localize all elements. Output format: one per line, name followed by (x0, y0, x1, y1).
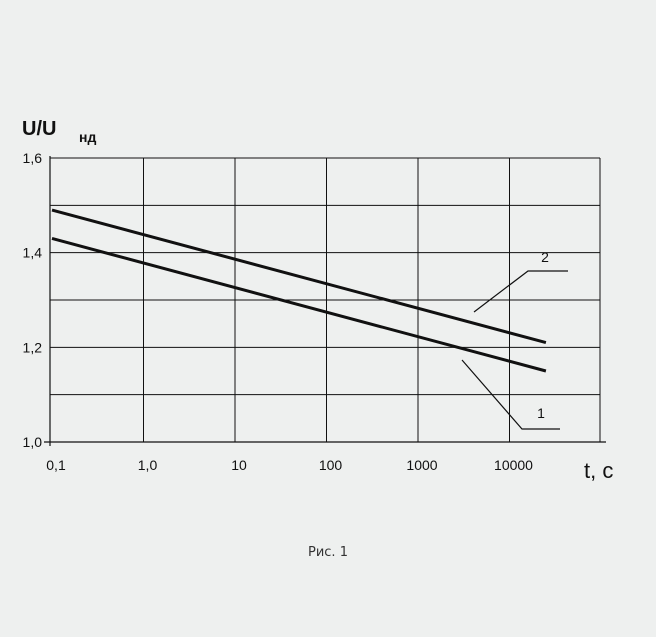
x-tick-label: 10000 (494, 457, 533, 473)
series-callouts: 12 (461, 249, 568, 430)
x-tick-label: 1000 (406, 457, 437, 473)
callout-leader-2 (473, 270, 568, 313)
y-axis-label-subscript: нд (79, 129, 96, 145)
callout-label-1: 1 (537, 405, 545, 421)
y-tick-label: 1,2 (23, 339, 43, 355)
x-tick-label: 1,0 (138, 457, 158, 473)
series-line-2 (51, 208, 547, 345)
x-tick-labels: 0,1 1,0 10 100 1000 10000 (46, 457, 533, 473)
axes (44, 156, 606, 446)
x-tick-label: 100 (319, 457, 343, 473)
x-tick-label: 0,1 (46, 457, 66, 473)
series-lines (51, 208, 547, 373)
x-axis-label: t, с (584, 458, 613, 483)
y-tick-labels: 1,0 1,2 1,4 1,6 (23, 150, 43, 450)
x-tick-label: 10 (231, 457, 247, 473)
y-tick-label: 1,0 (23, 434, 43, 450)
y-axis-label: U/U (22, 118, 56, 140)
callout-leader-1 (461, 359, 560, 430)
series-line-1 (51, 237, 547, 373)
callout-label-2: 2 (541, 249, 549, 265)
y-tick-label: 1,4 (23, 245, 43, 261)
figure-caption: Рис. 1 (308, 545, 348, 560)
y-tick-label: 1,6 (23, 150, 43, 166)
